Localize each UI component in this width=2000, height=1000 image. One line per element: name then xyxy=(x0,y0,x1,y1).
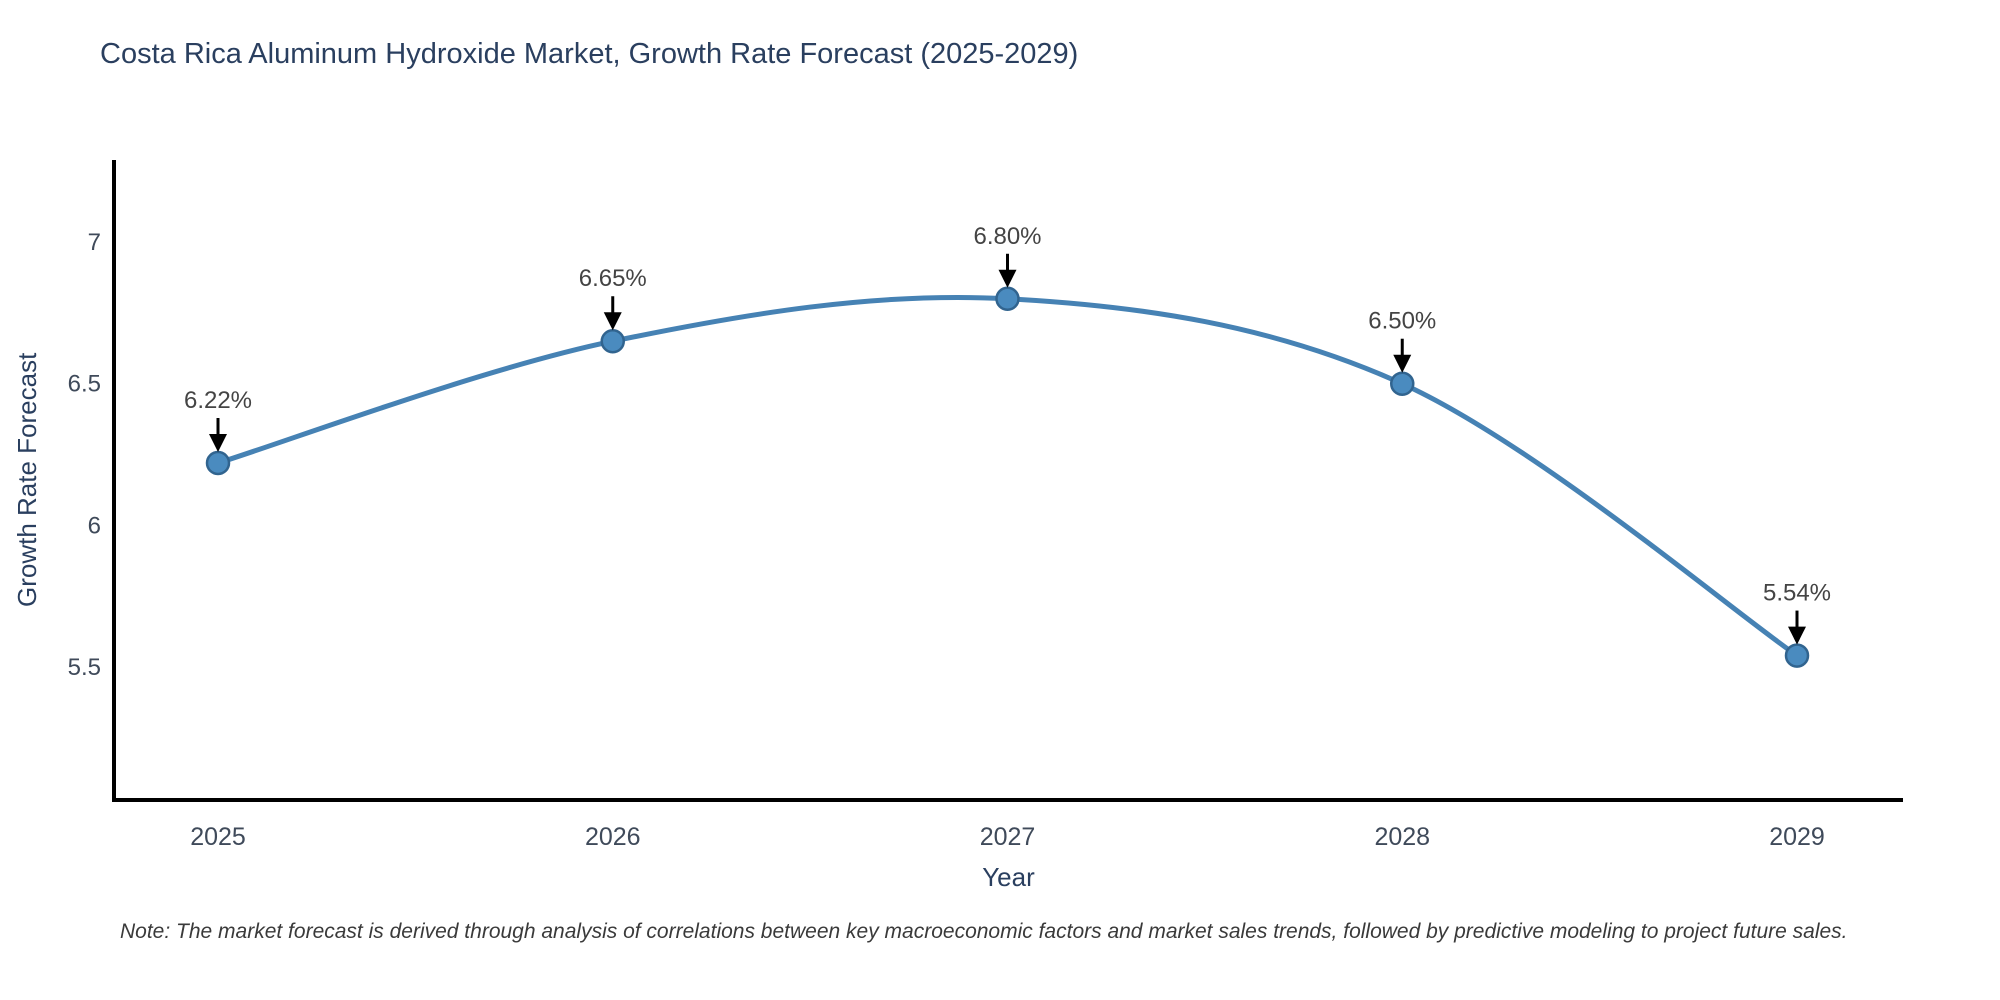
annotation-label: 6.65% xyxy=(579,265,647,292)
annotation-arrowhead xyxy=(998,269,1017,288)
annotation-label: 5.54% xyxy=(1763,580,1831,607)
annotation-arrowhead xyxy=(1788,626,1806,645)
data-point-2028[interactable] xyxy=(1390,371,1415,396)
x-axis-title: Year xyxy=(982,862,1035,892)
x-tick-label: 2028 xyxy=(1374,823,1430,851)
annotation-arrowhead xyxy=(1393,354,1412,373)
y-tick-label: 6.5 xyxy=(68,371,101,398)
data-point-2029[interactable] xyxy=(1784,643,1810,668)
series-line xyxy=(215,294,1800,659)
y-tick-label: 5.5 xyxy=(68,654,101,681)
x-tick-label: 2026 xyxy=(585,823,641,851)
y-tick-label: 6 xyxy=(88,512,101,539)
x-tick-label: 2025 xyxy=(190,823,246,851)
annotation-label: 6.50% xyxy=(1368,308,1436,335)
data-point-2025[interactable] xyxy=(205,450,231,476)
x-tick-label: 2027 xyxy=(980,823,1036,851)
data-point-2027[interactable] xyxy=(995,286,1020,312)
x-tick-label: 2029 xyxy=(1769,823,1825,851)
data-point-2026[interactable] xyxy=(600,328,625,354)
y-tick-label: 7 xyxy=(88,229,101,256)
annotation-label: 6.80% xyxy=(973,223,1041,250)
chart-title: Costa Rica Aluminum Hydroxide Market, Gr… xyxy=(100,38,1079,70)
chart-note: Note: The market forecast is derived thr… xyxy=(120,920,1848,943)
annotation-arrowhead xyxy=(603,312,622,331)
annotation-arrowhead xyxy=(209,434,227,453)
annotation-label: 6.22% xyxy=(184,387,252,414)
